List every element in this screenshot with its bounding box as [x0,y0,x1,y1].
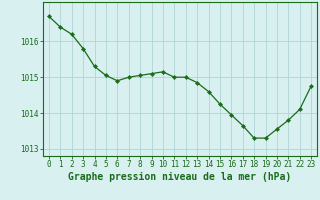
X-axis label: Graphe pression niveau de la mer (hPa): Graphe pression niveau de la mer (hPa) [68,172,292,182]
